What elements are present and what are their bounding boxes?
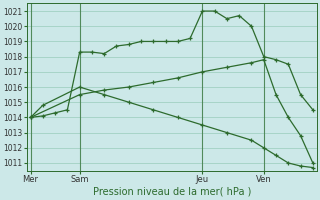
X-axis label: Pression niveau de la mer( hPa ): Pression niveau de la mer( hPa ) bbox=[92, 187, 251, 197]
